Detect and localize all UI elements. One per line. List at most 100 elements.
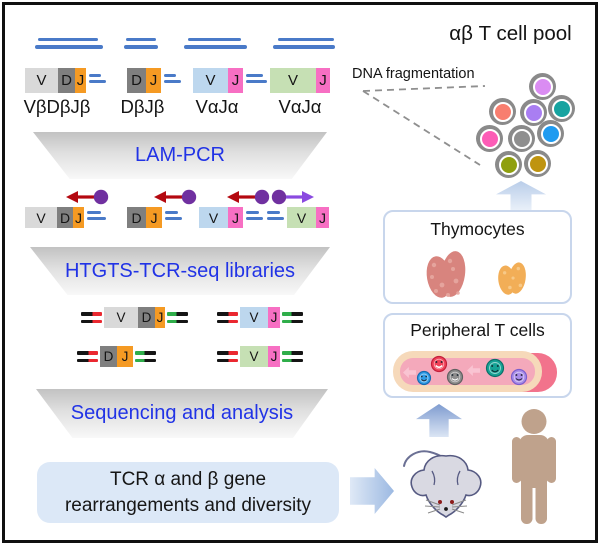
peripheral-title: Peripheral T cells xyxy=(410,320,545,340)
gene-segment-box: D J xyxy=(127,68,161,93)
adapter-lines xyxy=(135,351,156,362)
gene-segment-j: J xyxy=(75,68,86,93)
arrow-right-icon xyxy=(350,468,394,514)
mouse-icon xyxy=(403,450,482,518)
gene-segment-j: J xyxy=(155,307,165,328)
dsdna-lines xyxy=(89,73,106,84)
product-vj-alpha2-construct: V J xyxy=(267,207,329,228)
product-dj-beta-construct: D J xyxy=(127,207,182,228)
arrow-up-icon xyxy=(416,404,462,437)
gene-segment-v: V xyxy=(193,68,228,93)
gene-segment-j: J xyxy=(146,207,162,228)
gene-segment-box: V D J xyxy=(25,207,84,228)
gene-segment-j: J xyxy=(268,346,280,367)
gene-segment-v: V xyxy=(287,207,316,228)
product-vdj-beta-construct: V D J xyxy=(25,207,106,228)
construct-caption: VαJα xyxy=(278,96,322,117)
germline-dj-beta-construct: D J xyxy=(127,68,181,93)
t-cell xyxy=(476,125,503,152)
gene-segment-box: V D J xyxy=(25,68,86,93)
dsdna-lines xyxy=(164,73,181,84)
dna-fragmentation-label: DNA fragmentation xyxy=(352,66,475,82)
gene-segment-v: V xyxy=(25,68,58,93)
gene-segment-box: V D J xyxy=(104,307,165,328)
dsdna-lines xyxy=(184,38,247,49)
t-cell-in-vessel xyxy=(430,355,448,373)
gene-segment-d: D xyxy=(138,307,155,328)
primer-red-arrow-icon xyxy=(227,189,270,205)
gene-segment-d: D xyxy=(100,346,117,367)
gene-segment-v: V xyxy=(25,207,57,228)
gene-segment-box: V J xyxy=(270,68,330,93)
dsdna-lines xyxy=(35,38,103,49)
primer-purple-arrow-icon xyxy=(271,189,314,205)
gene-segment-j: J xyxy=(228,207,243,228)
adapter-lines xyxy=(167,312,188,323)
gene-segment-v: V xyxy=(199,207,228,228)
gene-segment-d: D xyxy=(57,207,73,228)
t-cell xyxy=(537,120,564,147)
gene-segment-box: D J xyxy=(127,207,162,228)
step-label: LAM-PCR xyxy=(134,144,225,166)
construct-caption: DβJβ xyxy=(120,96,165,117)
dsdna-lines xyxy=(165,210,182,221)
gene-segment-j: J xyxy=(316,207,329,228)
result-text-line2: rearrangements and diversity xyxy=(64,494,312,516)
thymocytes-title: Thymocytes xyxy=(430,219,525,239)
flow-arrow-icon xyxy=(403,367,416,378)
step-funnel-lam-pcr: LAM-PCR xyxy=(33,132,327,179)
library-vj-alpha2-construct: V J xyxy=(215,346,305,367)
adapter-lines xyxy=(282,312,303,323)
dsdna-lines xyxy=(267,210,284,221)
t-cells-in-vessel xyxy=(416,355,528,386)
gene-segment-box: D J xyxy=(100,346,133,367)
gene-segment-j: J xyxy=(146,68,161,93)
germline-vj-alpha2-construct: V J xyxy=(250,68,330,93)
library-vj-alpha-construct: V J xyxy=(215,307,305,328)
fragmentation-dashed-lines xyxy=(362,85,486,166)
product-vj-alpha-construct: V J xyxy=(199,207,263,228)
gene-segment-d: D xyxy=(58,68,75,93)
gene-segment-j: J xyxy=(73,207,84,228)
construct-caption: VβDβJβ xyxy=(23,96,91,117)
gene-segment-j: J xyxy=(316,68,330,93)
gene-segment-j: J xyxy=(268,307,280,328)
flow-arrow-icon xyxy=(467,365,480,376)
t-cell xyxy=(489,98,516,125)
t-cell-in-vessel xyxy=(510,368,528,386)
dsdna-lines xyxy=(273,38,335,49)
adapter-lines xyxy=(217,312,238,323)
t-cell xyxy=(508,125,535,152)
t-cell xyxy=(495,151,522,178)
dsdna-lines xyxy=(246,210,263,221)
germline-vdj-beta-construct: V D J xyxy=(25,68,106,93)
construct-caption: VαJα xyxy=(195,96,239,117)
dsdna-lines xyxy=(124,38,158,49)
gene-segment-box: V J xyxy=(287,207,329,228)
gene-segment-box: V J xyxy=(199,207,243,228)
primer-red-arrow-icon xyxy=(66,189,109,205)
t-cell xyxy=(524,150,551,177)
gene-segment-v: V xyxy=(240,307,268,328)
step-funnel-sequencing: Sequencing and analysis xyxy=(36,389,328,438)
gene-segment-j: J xyxy=(228,68,243,93)
dsdna-lines xyxy=(87,210,106,221)
gene-segment-d: D xyxy=(127,68,146,93)
gene-segment-box: V J xyxy=(193,68,243,93)
gene-segment-d: D xyxy=(127,207,146,228)
gene-segment-box: V J xyxy=(240,346,280,367)
step-label: Sequencing and analysis xyxy=(70,402,294,424)
human-icon xyxy=(512,409,556,524)
thymus-icon xyxy=(426,251,466,298)
gene-segment-v: V xyxy=(104,307,138,328)
thymus-icon xyxy=(498,262,526,295)
adapter-lines xyxy=(77,351,98,362)
t-cell-in-vessel xyxy=(446,368,464,386)
step-funnel-htgts: HTGTS-TCR-seq libraries xyxy=(30,247,330,295)
gene-segment-v: V xyxy=(270,68,316,93)
dsdna-lines xyxy=(250,73,267,84)
t-cell-in-vessel xyxy=(416,370,432,386)
gene-segment-v: V xyxy=(240,346,268,367)
gene-segment-box: V J xyxy=(240,307,280,328)
